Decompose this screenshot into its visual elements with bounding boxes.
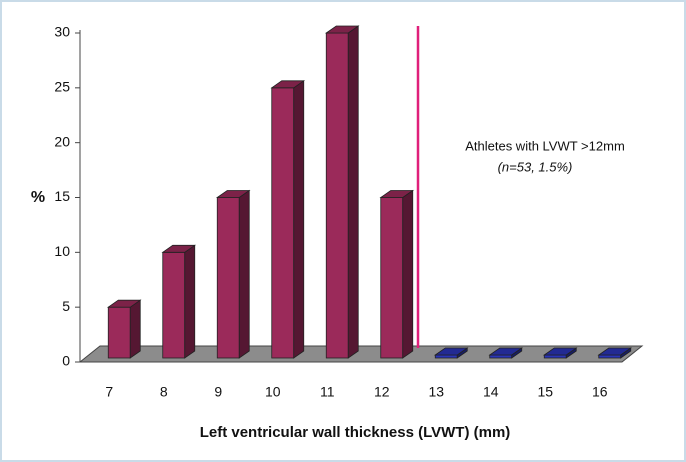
x-tick-label: 15 xyxy=(537,384,553,400)
x-tick-label: 9 xyxy=(214,384,222,400)
bar xyxy=(324,25,360,359)
bar xyxy=(597,347,633,359)
bar-front xyxy=(489,354,513,359)
x-tick-label: 13 xyxy=(428,384,444,400)
bar-top xyxy=(215,190,251,198)
y-tick-label: 30 xyxy=(54,24,70,40)
bar-front xyxy=(434,354,458,359)
bar xyxy=(488,347,524,359)
bar-top xyxy=(324,25,360,34)
y-tick-label: 0 xyxy=(62,353,70,369)
bar-front xyxy=(380,197,404,359)
bar xyxy=(215,189,251,359)
x-tick-label: 12 xyxy=(374,384,390,400)
y-tick-label: 15 xyxy=(54,188,70,204)
x-tick-label: 16 xyxy=(592,384,608,400)
x-axis-title: Left ventricular wall thickness (LVWT) (… xyxy=(200,424,511,441)
bar-front xyxy=(162,251,186,359)
bar-top xyxy=(161,244,197,253)
bar-top xyxy=(488,347,524,356)
bar-top xyxy=(106,299,142,308)
bar-top xyxy=(597,347,633,356)
bar-front xyxy=(543,354,567,359)
bar xyxy=(270,80,306,359)
x-tick-label: 8 xyxy=(160,384,168,400)
bar xyxy=(542,347,578,359)
y-tick-label: 20 xyxy=(54,133,70,149)
bar-side xyxy=(238,189,250,359)
bar-front xyxy=(216,197,240,359)
bar xyxy=(106,299,142,359)
y-tick-label: 5 xyxy=(62,298,70,314)
bar-top xyxy=(542,347,578,356)
bar-top xyxy=(433,347,469,356)
bar-top xyxy=(379,190,415,198)
bar-front xyxy=(598,354,622,359)
y-axis-title: % xyxy=(31,189,45,206)
annotation: Athletes with LVWT >12mm xyxy=(465,138,625,153)
bar-front xyxy=(271,87,295,359)
bar-side xyxy=(347,25,359,359)
bar-front xyxy=(107,306,131,359)
bar xyxy=(433,347,469,359)
y-tick-label: 25 xyxy=(54,79,70,95)
bar-side xyxy=(402,189,414,359)
bar-side xyxy=(129,299,141,359)
x-tick-label: 14 xyxy=(483,384,499,400)
x-tick-label: 7 xyxy=(105,384,113,400)
bar xyxy=(161,244,197,359)
bar-front xyxy=(325,32,349,359)
bar-top xyxy=(270,80,306,89)
bar-side xyxy=(293,80,305,359)
bar xyxy=(379,189,415,359)
bar-side xyxy=(184,244,196,359)
x-tick-label: 11 xyxy=(320,384,335,400)
x-tick-label: 10 xyxy=(265,384,281,400)
annotation: (n=53, 1.5%) xyxy=(498,159,573,174)
y-tick-label: 10 xyxy=(54,243,70,259)
